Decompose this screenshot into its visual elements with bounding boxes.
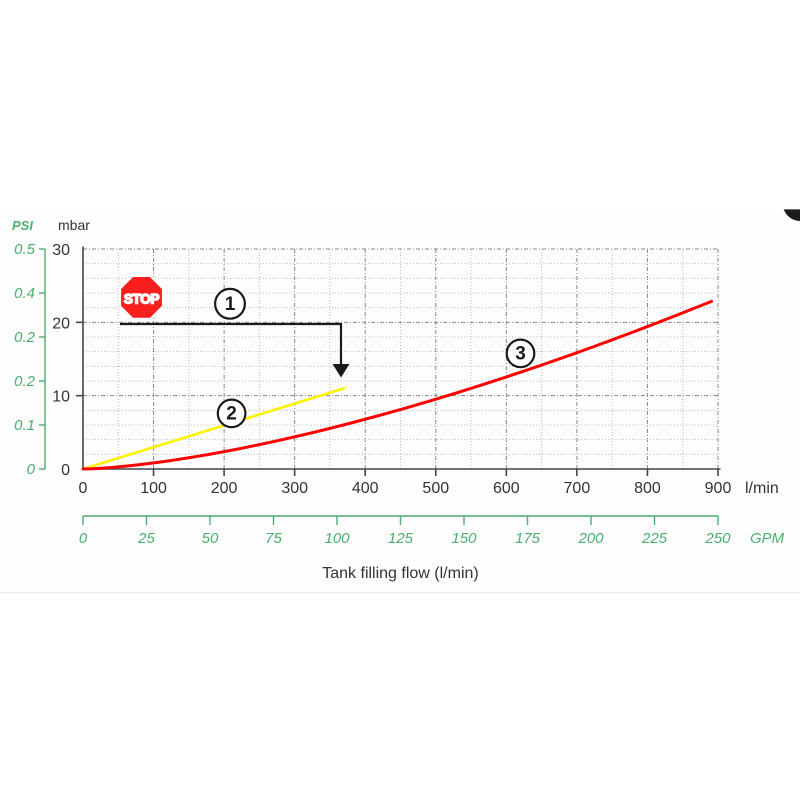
svg-text:mbar: mbar	[58, 217, 90, 233]
svg-text:Tank filling flow (l/min): Tank filling flow (l/min)	[322, 565, 478, 582]
svg-text:0: 0	[61, 462, 70, 479]
svg-text:0.1: 0.1	[14, 417, 35, 434]
svg-text:20: 20	[52, 315, 70, 332]
svg-text:3: 3	[515, 344, 526, 365]
svg-text:150: 150	[451, 530, 477, 547]
svg-text:2: 2	[226, 404, 237, 425]
svg-text:250: 250	[704, 530, 731, 547]
svg-text:300: 300	[281, 480, 308, 497]
svg-text:125: 125	[388, 530, 414, 547]
svg-text:1: 1	[225, 294, 236, 315]
svg-text:200: 200	[211, 480, 238, 497]
svg-text:0.2: 0.2	[14, 329, 36, 346]
svg-text:0.4: 0.4	[14, 285, 35, 302]
svg-text:800: 800	[634, 480, 661, 497]
svg-text:175: 175	[515, 530, 541, 547]
svg-text:l/min: l/min	[745, 480, 779, 497]
svg-text:100: 100	[140, 480, 167, 497]
svg-text:0.2: 0.2	[14, 373, 36, 390]
svg-text:30: 30	[52, 242, 70, 259]
svg-text:700: 700	[564, 480, 591, 497]
svg-text:900: 900	[705, 480, 732, 497]
svg-text:50: 50	[202, 530, 219, 547]
svg-text:GPM: GPM	[750, 530, 785, 547]
svg-text:STOP: STOP	[124, 292, 160, 307]
svg-text:0: 0	[79, 480, 88, 497]
svg-text:600: 600	[493, 480, 520, 497]
svg-text:500: 500	[422, 480, 449, 497]
svg-text:225: 225	[641, 530, 668, 547]
svg-text:75: 75	[265, 530, 282, 547]
svg-text:PSI: PSI	[12, 218, 33, 233]
svg-text:0.5: 0.5	[14, 241, 36, 258]
svg-text:0: 0	[27, 461, 36, 478]
svg-text:200: 200	[577, 530, 604, 547]
svg-text:0: 0	[79, 530, 88, 547]
svg-text:25: 25	[137, 530, 155, 547]
svg-text:400: 400	[352, 480, 379, 497]
svg-text:10: 10	[52, 389, 70, 406]
svg-text:100: 100	[324, 530, 350, 547]
